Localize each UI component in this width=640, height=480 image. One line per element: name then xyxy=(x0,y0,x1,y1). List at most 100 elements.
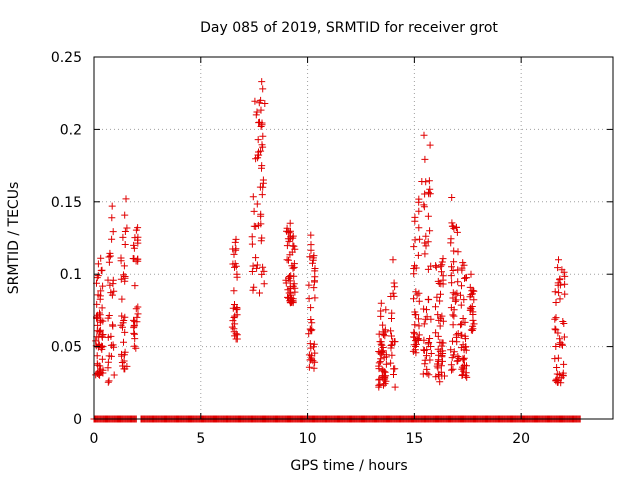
data-point xyxy=(232,246,240,254)
data-point xyxy=(94,260,102,268)
data-point xyxy=(96,326,104,334)
data-point xyxy=(449,365,457,373)
data-point xyxy=(258,162,266,170)
data-point xyxy=(310,340,318,348)
data-point xyxy=(439,255,447,263)
data-point xyxy=(307,231,315,239)
data-point xyxy=(438,353,446,361)
data-point xyxy=(460,356,467,364)
data-point xyxy=(415,315,422,323)
data-point xyxy=(289,297,297,305)
data-point xyxy=(258,234,266,242)
data-point xyxy=(308,319,316,327)
data-point xyxy=(427,350,435,357)
data-point xyxy=(457,344,465,352)
data-point xyxy=(415,207,423,215)
data-point xyxy=(416,235,424,243)
data-point xyxy=(463,362,470,370)
data-point xyxy=(423,313,431,321)
data-point xyxy=(425,190,433,198)
data-point xyxy=(229,317,237,325)
data-point xyxy=(231,312,239,320)
data-point xyxy=(432,373,440,381)
data-point xyxy=(375,362,383,370)
data-point xyxy=(252,111,260,119)
data-point xyxy=(449,267,457,274)
data-point xyxy=(248,268,256,275)
data-point xyxy=(248,240,256,248)
data-point xyxy=(249,286,257,294)
data-point xyxy=(120,317,128,324)
data-point xyxy=(98,266,106,274)
data-point xyxy=(132,257,140,265)
data-point xyxy=(438,268,445,276)
data-point xyxy=(448,279,456,287)
data-point xyxy=(439,339,447,347)
data-point xyxy=(250,207,258,215)
data-point xyxy=(423,306,430,314)
data-point xyxy=(130,324,138,332)
data-point xyxy=(110,371,118,379)
data-point xyxy=(557,379,565,387)
data-point xyxy=(470,296,478,304)
data-point xyxy=(285,237,293,245)
data-point xyxy=(390,279,398,287)
data-point xyxy=(133,313,141,321)
data-point xyxy=(230,328,238,336)
data-point xyxy=(105,312,113,319)
data-point xyxy=(94,272,102,280)
data-point xyxy=(98,304,106,312)
data-point xyxy=(259,263,267,271)
data-point xyxy=(387,293,395,300)
data-point xyxy=(306,253,314,261)
data-point xyxy=(448,263,455,271)
data-point xyxy=(454,248,462,256)
data-point xyxy=(311,273,319,281)
data-point xyxy=(560,360,568,368)
data-point xyxy=(458,363,466,371)
data-point xyxy=(307,344,315,352)
data-point xyxy=(439,317,447,325)
data-point xyxy=(452,296,460,304)
data-point xyxy=(377,307,385,315)
data-point xyxy=(425,339,433,346)
data-point xyxy=(554,281,562,289)
data-point xyxy=(425,296,433,304)
data-point xyxy=(450,312,458,320)
y-axis-title: SRMTID / TECUs xyxy=(6,182,22,295)
data-point xyxy=(561,272,569,280)
data-point xyxy=(427,343,435,350)
data-point xyxy=(450,247,458,255)
data-point xyxy=(560,268,568,276)
data-point xyxy=(134,303,142,311)
data-point xyxy=(285,256,292,264)
data-point xyxy=(104,378,112,386)
data-point xyxy=(119,323,126,331)
data-point xyxy=(257,96,265,104)
data-point xyxy=(229,245,237,253)
data-point xyxy=(420,336,428,344)
data-point xyxy=(130,342,138,350)
data-point xyxy=(308,326,316,334)
data-point xyxy=(289,282,297,290)
data-point xyxy=(423,352,430,360)
data-point xyxy=(131,335,139,343)
data-point xyxy=(95,367,103,375)
data-point xyxy=(378,348,386,356)
data-point xyxy=(439,280,447,288)
data-point xyxy=(551,325,559,333)
data-point xyxy=(249,193,257,201)
grid-lines xyxy=(94,57,613,419)
data-point xyxy=(311,265,319,272)
data-point xyxy=(120,262,128,270)
axis-ticks xyxy=(93,56,613,420)
data-point xyxy=(257,147,265,155)
data-point xyxy=(468,327,476,334)
data-point xyxy=(259,85,267,93)
data-point xyxy=(436,378,444,386)
data-point xyxy=(453,289,461,297)
data-point xyxy=(554,264,562,272)
data-point xyxy=(230,314,238,321)
data-point xyxy=(413,291,421,299)
data-point xyxy=(307,246,315,254)
